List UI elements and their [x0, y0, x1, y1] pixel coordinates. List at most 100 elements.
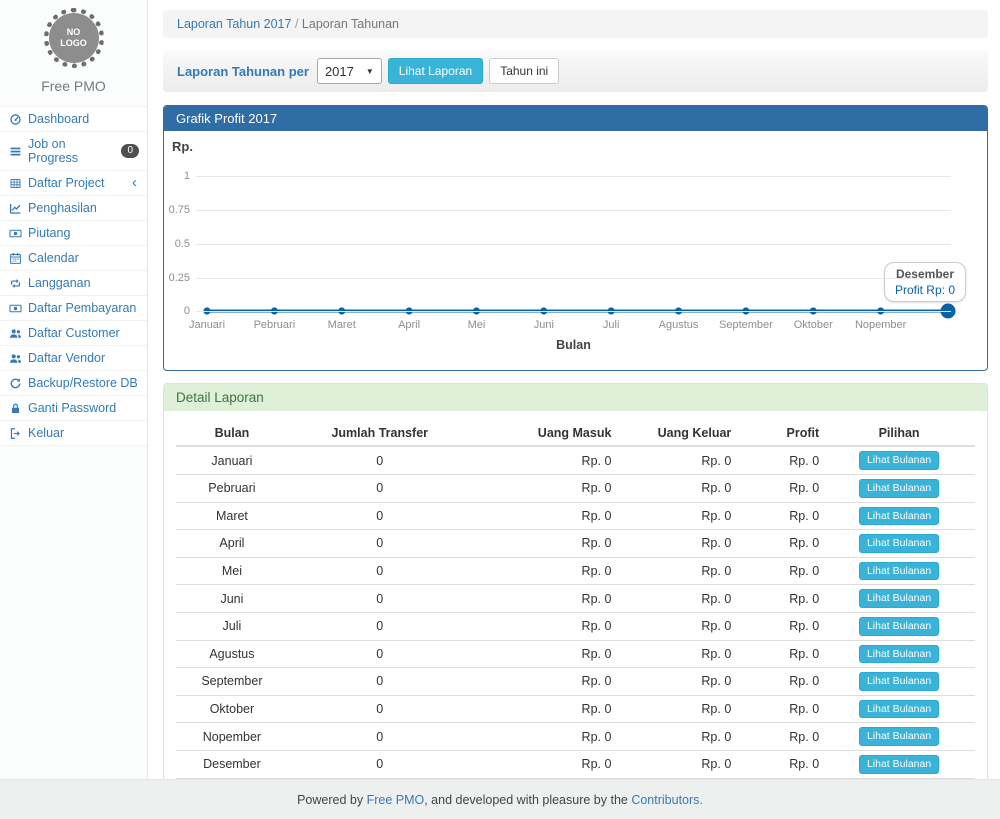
chart-y-tick: 0.5 — [174, 237, 190, 250]
sidebar-menu: Dashboard Job on Progress 0 Daftar Project ‹… — [0, 106, 147, 446]
cell-jumlah-transfer: 0 — [287, 611, 472, 641]
lihat-bulanan-button-mei[interactable]: Lihat Bulanan — [858, 561, 940, 581]
cell-bulan: September — [176, 667, 288, 696]
money-icon — [8, 302, 23, 315]
cell-uang-keluar: Rp. 0 — [615, 639, 736, 668]
footer-link-contributors[interactable]: Contributors. — [631, 792, 703, 807]
tooltip-month: Desember — [895, 267, 954, 282]
breadcrumb-link-laporan-tahun[interactable]: Laporan Tahun 2017 — [177, 17, 292, 31]
chart-x-tick: Nopember — [854, 319, 907, 332]
report-table: Bulan Jumlah Transfer Uang Masuk Uang Ke… — [176, 421, 975, 801]
chart-y-tick: 0 — [183, 305, 190, 318]
lihat-bulanan-button-april[interactable]: Lihat Bulanan — [858, 534, 940, 553]
sidebar-item-piutang[interactable]: Piutang — [0, 221, 147, 246]
lihat-bulanan-button-januari[interactable]: Lihat Bulanan — [858, 451, 940, 470]
cell-profit: Rp. 0 — [735, 556, 824, 585]
chart-x-tick: Pebruari — [253, 319, 296, 332]
chart-point-april[interactable] — [405, 307, 413, 315]
detail-panel-body: Bulan Jumlah Transfer Uang Masuk Uang Ke… — [164, 411, 987, 814]
chart-point-nopember[interactable] — [877, 307, 885, 315]
chart-point-september[interactable] — [742, 307, 750, 315]
cell-uang-masuk: Rp. 0 — [471, 473, 616, 503]
sidebar-item-label: Daftar Pembayaran — [28, 301, 137, 315]
lihat-bulanan-button-agustus[interactable]: Lihat Bulanan — [858, 644, 940, 664]
chart-point-januari[interactable] — [203, 307, 211, 315]
lihat-bulanan-button-pebruari[interactable]: Lihat Bulanan — [858, 478, 940, 498]
chevron-down-icon: ▼ — [365, 66, 374, 76]
cell-uang-keluar: Rp. 0 — [615, 611, 736, 641]
table-row-juli: Juli 0 Rp. 0 Rp. 0 Rp. 0 Lihat Bulanan — [176, 611, 975, 641]
chart-point-mei[interactable] — [472, 307, 481, 315]
chart-x-tick: Maret — [327, 319, 356, 332]
chart-point-juli[interactable] — [607, 307, 615, 315]
table-row-juni: Juni 0 Rp. 0 Rp. 0 Rp. 0 Lihat Bulanan — [176, 584, 975, 613]
sidebar-item-label: Calendar — [28, 251, 79, 265]
col-header-uang-keluar: Uang Keluar — [615, 421, 736, 448]
retweet-icon — [8, 277, 23, 290]
chart-x-tick: Agustus — [658, 319, 699, 332]
lihat-bulanan-button-oktober[interactable]: Lihat Bulanan — [858, 699, 940, 719]
lock-icon — [8, 402, 23, 415]
money-icon — [8, 227, 23, 240]
report-filter-bar: Laporan Tahunan per 2017 ▼ Lihat Laporan… — [163, 50, 988, 93]
app-logo: NO LOGO — [43, 8, 104, 68]
lihat-bulanan-button-juli[interactable]: Lihat Bulanan — [858, 616, 940, 636]
breadcrumb-separator: / — [294, 17, 299, 31]
footer: Powered by Free PMO, and developed with … — [0, 779, 1000, 819]
sidebar-item-dashboard[interactable]: Dashboard — [0, 107, 147, 132]
table-row-nopember: Nopember 0 Rp. 0 Rp. 0 Rp. 0 Lihat Bulanan — [176, 722, 975, 751]
lihat-bulanan-button-desember[interactable]: Lihat Bulanan — [858, 754, 940, 774]
chart-point-juni[interactable] — [540, 307, 548, 315]
cell-profit: Rp. 0 — [735, 694, 824, 723]
year-select[interactable]: 2017 ▼ — [316, 58, 382, 85]
cell-pilihan: Lihat Bulanan — [823, 556, 975, 585]
sign-out-icon — [8, 427, 23, 440]
chart-point-maret[interactable] — [338, 307, 346, 315]
sidebar-item-langganan[interactable]: Langganan — [0, 271, 147, 296]
sidebar-item-penghasilan[interactable]: Penghasilan — [0, 196, 147, 221]
lihat-bulanan-button-maret[interactable]: Lihat Bulanan — [858, 506, 940, 526]
lihat-bulanan-button-september[interactable]: Lihat Bulanan — [858, 672, 940, 691]
sidebar-item-daftar-customer[interactable]: Daftar Customer — [0, 321, 147, 346]
sidebar-item-daftar-vendor[interactable]: Daftar Vendor — [0, 346, 147, 371]
sidebar-item-daftar-pembayaran[interactable]: Daftar Pembayaran — [0, 296, 147, 321]
cell-jumlah-transfer: 0 — [287, 694, 472, 723]
cell-jumlah-transfer: 0 — [287, 722, 472, 751]
breadcrumb-current: Laporan Tahunan — [301, 17, 400, 31]
col-header-profit: Profit — [735, 421, 824, 448]
sidebar-item-daftar-project[interactable]: Daftar Project ‹ — [0, 171, 147, 196]
chart-gridline — [196, 210, 951, 212]
sidebar-item-ganti-password[interactable]: Ganti Password — [0, 396, 147, 421]
chart-line-layer — [203, 303, 956, 319]
cell-uang-keluar: Rp. 0 — [615, 529, 736, 558]
col-header-uang-masuk: Uang Masuk — [471, 421, 616, 448]
cell-pilihan: Lihat Bulanan — [823, 529, 975, 558]
cell-jumlah-transfer: 0 — [287, 667, 472, 696]
chart-x-axis-label: Bulan — [556, 338, 591, 353]
sidebar-item-calendar[interactable]: Calendar — [0, 246, 147, 271]
refresh-icon — [8, 377, 23, 390]
sidebar-item-keluar[interactable]: Keluar — [0, 421, 147, 446]
sidebar-item-backup-restore-db[interactable]: Backup/Restore DB — [0, 371, 147, 396]
cell-pilihan: Lihat Bulanan — [823, 611, 975, 641]
chart-point-pebruari[interactable] — [270, 307, 278, 315]
lihat-bulanan-button-juni[interactable]: Lihat Bulanan — [858, 589, 940, 608]
table-icon — [8, 177, 23, 190]
footer-link-free-pmo[interactable]: Free PMO — [366, 792, 425, 807]
sidebar-item-job-on-progress[interactable]: Job on Progress 0 — [0, 132, 147, 171]
chart-x-tick: September — [719, 319, 773, 332]
profit-chart-panel: Grafik Profit 2017 Rp. Bulan Desember Pr… — [163, 105, 988, 372]
tahun-ini-button[interactable]: Tahun ini — [489, 58, 560, 85]
sidebar-item-label: Piutang — [28, 226, 71, 240]
cell-profit: Rp. 0 — [735, 639, 824, 668]
chart-point-agustus[interactable] — [674, 307, 683, 315]
chart-y-tick: 0.75 — [168, 204, 190, 217]
chart-point-oktober[interactable] — [809, 307, 817, 315]
table-row-januari: Januari 0 Rp. 0 Rp. 0 Rp. 0 Lihat Bulanan — [176, 445, 975, 475]
lihat-bulanan-button-nopember[interactable]: Lihat Bulanan — [858, 727, 940, 746]
line-chart-icon — [8, 202, 23, 215]
lihat-laporan-button[interactable]: Lihat Laporan — [387, 58, 484, 85]
table-row-september: September 0 Rp. 0 Rp. 0 Rp. 0 Lihat Bulanan — [176, 667, 975, 696]
